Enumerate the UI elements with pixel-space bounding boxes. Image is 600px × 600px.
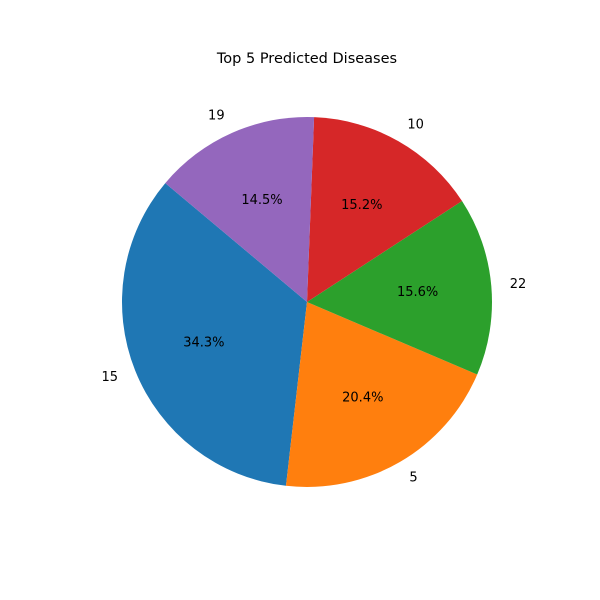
slice-label-5: 5 bbox=[409, 470, 417, 485]
slice-label-22: 22 bbox=[510, 277, 527, 292]
slice-label-19: 19 bbox=[208, 108, 225, 123]
pie-slices bbox=[121, 117, 492, 487]
pie-slice-22 bbox=[307, 201, 492, 375]
pie-slice-10 bbox=[307, 117, 463, 302]
pie-labels: 15 34.3% 5 20.4% 22 15.6% 10 15.2% 19 14.5% bbox=[101, 108, 526, 485]
slice-percent-19: 14.5% bbox=[241, 193, 282, 208]
slice-percent-22: 15.6% bbox=[397, 285, 438, 300]
slice-percent-15: 34.3% bbox=[183, 336, 224, 351]
pie-slice-15 bbox=[121, 183, 307, 486]
pie-slice-5 bbox=[285, 302, 478, 487]
chart-title: Top 5 Predicted Diseases bbox=[216, 51, 397, 67]
slice-percent-10: 15.2% bbox=[341, 198, 382, 213]
slice-label-10: 10 bbox=[407, 118, 424, 133]
slice-label-15: 15 bbox=[101, 370, 118, 385]
pie-slice-19 bbox=[165, 117, 315, 303]
slice-percent-5: 20.4% bbox=[342, 390, 383, 405]
